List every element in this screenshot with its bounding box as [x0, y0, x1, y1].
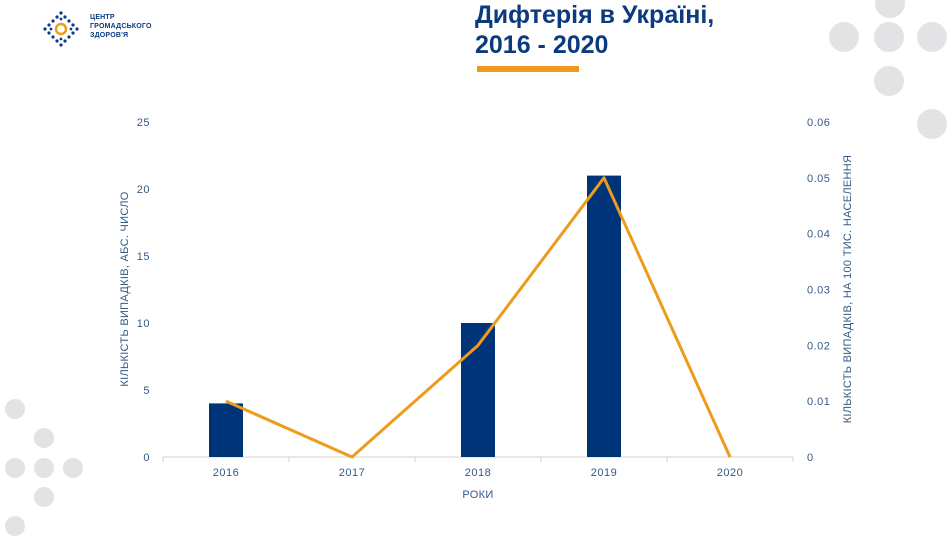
y-right-tick-label: 0.06 — [807, 117, 830, 129]
logo-line-2: ГРОМАДСЬКОГО — [90, 23, 152, 30]
x-tick-label-2016: 2016 — [213, 467, 239, 479]
y-axis-left-title: КІЛЬКІСТЬ ВИПАДКІВ, АБС. ЧИСЛО — [119, 191, 131, 386]
x-tick-label-2020: 2020 — [717, 467, 743, 479]
decor-dot — [917, 22, 947, 52]
y-right-tick-label: 0.03 — [807, 285, 830, 297]
page-title-line-1: Дифтерія в Україні, — [475, 1, 715, 29]
decor-dot — [5, 516, 25, 536]
title-underline — [477, 66, 579, 72]
decor-dot — [63, 458, 83, 478]
decor-dot — [34, 428, 54, 448]
x-tick-label-2018: 2018 — [465, 467, 491, 479]
decor-dot — [5, 399, 25, 419]
page-title: Дифтерія в Україні, 2016 - 2020 — [475, 0, 714, 60]
rate-series-line — [225, 176, 732, 459]
logo-line-3: ЗДОРОВ'Я — [90, 32, 129, 39]
y-left-tick-label: 5 — [143, 385, 150, 397]
y-left-tick-label: 20 — [137, 184, 150, 196]
x-axis-title: РОКИ — [462, 489, 493, 501]
y-left-tick-label: 25 — [137, 117, 150, 129]
decor-dot — [875, 0, 905, 18]
decor-dot — [829, 22, 859, 52]
y-right-tick-label: 0.04 — [807, 229, 830, 241]
decor-dot — [34, 458, 54, 478]
y-right-tick-label: 0.02 — [807, 340, 830, 352]
decor-dot — [874, 66, 904, 96]
logo-text: ЦЕНТР ГРОМАДСЬКОГО ЗДОРОВ'Я — [90, 13, 152, 40]
page-title-line-2: 2016 - 2020 — [475, 31, 609, 59]
y-right-tick-label: 0.01 — [807, 396, 830, 408]
y-axis-right-title: КІЛЬКІСТЬ ВИПАДКІВ, НА 100 ТИС. НАСЕЛЕНН… — [842, 155, 854, 424]
x-tick-label-2017: 2017 — [339, 467, 365, 479]
y-right-tick-label: 0.05 — [807, 173, 830, 185]
decor-dot — [34, 487, 54, 507]
y-right-tick-label: 0 — [807, 452, 814, 464]
y-left-tick-label: 0 — [143, 452, 150, 464]
x-tick-label-2019: 2019 — [591, 467, 617, 479]
bar-2019 — [587, 175, 621, 457]
decor-dot — [5, 458, 25, 478]
logo-emblem-icon — [43, 11, 79, 47]
decor-dot — [917, 109, 947, 139]
bar-2016 — [209, 403, 243, 457]
y-left-tick-label: 10 — [137, 318, 150, 330]
decor-dot — [874, 22, 904, 52]
logo-line-1: ЦЕНТР — [90, 14, 115, 21]
y-left-tick-label: 15 — [137, 251, 150, 263]
logo: ЦЕНТР ГРОМАДСЬКОГО ЗДОРОВ'Я — [40, 10, 170, 50]
